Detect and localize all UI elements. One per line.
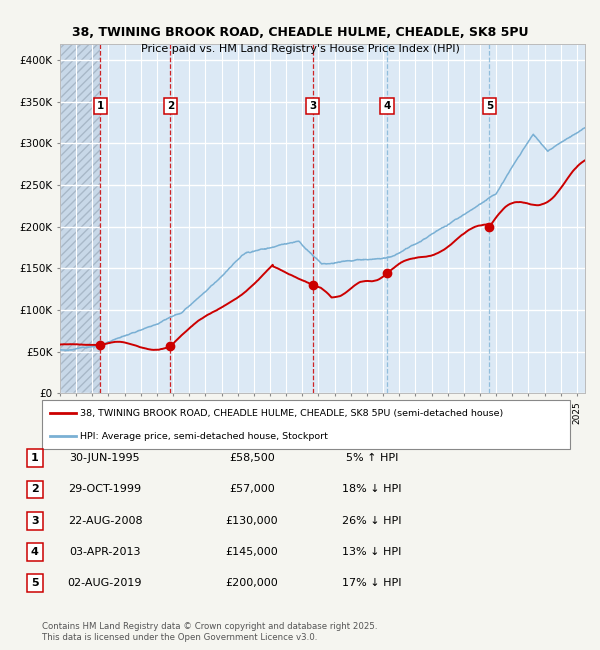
- Text: 1: 1: [31, 453, 38, 463]
- Text: 03-APR-2013: 03-APR-2013: [69, 547, 141, 557]
- Text: 2: 2: [31, 484, 38, 495]
- Text: 5: 5: [31, 578, 38, 588]
- Text: 2: 2: [167, 101, 174, 111]
- Text: Price paid vs. HM Land Registry's House Price Index (HPI): Price paid vs. HM Land Registry's House …: [140, 44, 460, 53]
- Text: 02-AUG-2019: 02-AUG-2019: [68, 578, 142, 588]
- Text: £130,000: £130,000: [226, 515, 278, 526]
- Text: 3: 3: [309, 101, 316, 111]
- Text: 1: 1: [97, 101, 104, 111]
- Text: 5% ↑ HPI: 5% ↑ HPI: [346, 453, 398, 463]
- Text: 38, TWINING BROOK ROAD, CHEADLE HULME, CHEADLE, SK8 5PU (semi-detached house): 38, TWINING BROOK ROAD, CHEADLE HULME, C…: [80, 409, 503, 418]
- Text: Contains HM Land Registry data © Crown copyright and database right 2025.
This d: Contains HM Land Registry data © Crown c…: [42, 622, 377, 642]
- Text: 26% ↓ HPI: 26% ↓ HPI: [342, 515, 402, 526]
- Text: £200,000: £200,000: [226, 578, 278, 588]
- Text: 38, TWINING BROOK ROAD, CHEADLE HULME, CHEADLE, SK8 5PU: 38, TWINING BROOK ROAD, CHEADLE HULME, C…: [72, 26, 528, 39]
- Text: £57,000: £57,000: [229, 484, 275, 495]
- FancyBboxPatch shape: [42, 400, 570, 448]
- Text: 30-JUN-1995: 30-JUN-1995: [70, 453, 140, 463]
- Bar: [60, 44, 100, 393]
- Text: 17% ↓ HPI: 17% ↓ HPI: [342, 578, 402, 588]
- Text: 18% ↓ HPI: 18% ↓ HPI: [342, 484, 402, 495]
- Text: £145,000: £145,000: [226, 547, 278, 557]
- Text: 3: 3: [31, 515, 38, 526]
- Text: 4: 4: [31, 547, 39, 557]
- Text: HPI: Average price, semi-detached house, Stockport: HPI: Average price, semi-detached house,…: [80, 432, 328, 441]
- Text: 22-AUG-2008: 22-AUG-2008: [68, 515, 142, 526]
- Text: 13% ↓ HPI: 13% ↓ HPI: [343, 547, 401, 557]
- Text: 5: 5: [486, 101, 493, 111]
- Text: £58,500: £58,500: [229, 453, 275, 463]
- Text: 29-OCT-1999: 29-OCT-1999: [68, 484, 142, 495]
- Text: 4: 4: [383, 101, 391, 111]
